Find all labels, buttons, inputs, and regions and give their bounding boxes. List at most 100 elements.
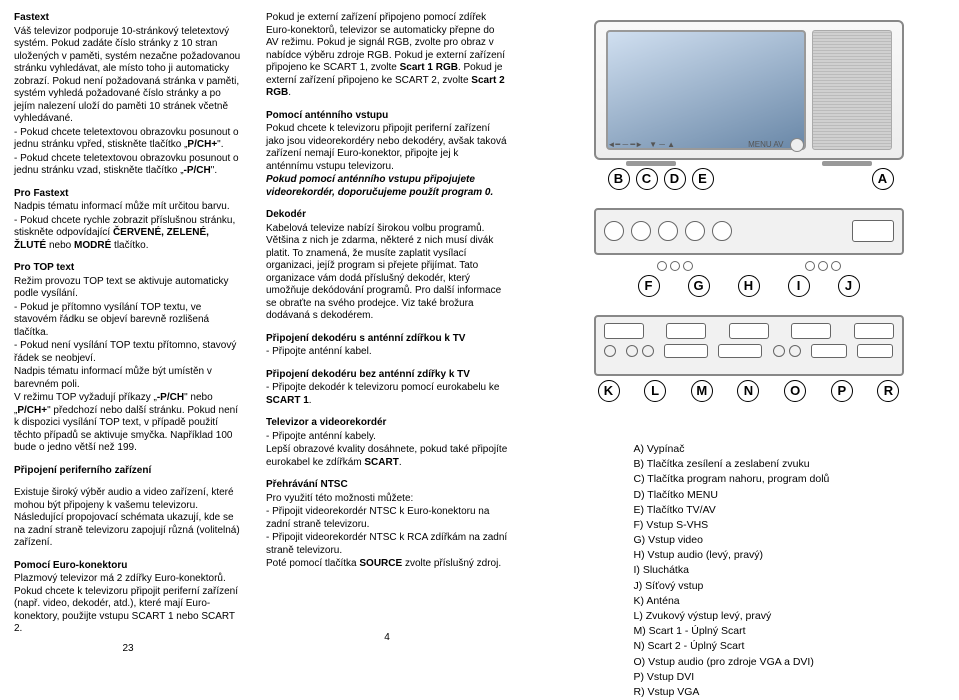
- label-circle: L: [644, 380, 666, 402]
- label-row-top: B C D E A: [594, 168, 904, 190]
- port-sublabels: [594, 261, 904, 271]
- port-icon: [631, 221, 651, 241]
- text: .: [309, 395, 312, 406]
- tv-screen: [606, 30, 806, 150]
- heading: Připojení periferního zařízení: [14, 465, 242, 478]
- label-circle: F: [638, 275, 660, 297]
- label-circle: P: [831, 380, 853, 402]
- side-ports-figure: [594, 208, 904, 255]
- paragraph: Nadpis tématu informací může být umístěn…: [14, 366, 242, 391]
- text-bold: P/CH+: [187, 139, 217, 150]
- paragraph: Lepší obrazové kvality dosáhnete, pokud …: [266, 444, 508, 469]
- label-circle: M: [691, 380, 713, 402]
- legend-item: O) Vstup audio (pro zdroje VGA a DVI): [634, 655, 904, 669]
- label-circle: N: [737, 380, 759, 402]
- label-circle: D: [664, 168, 686, 190]
- tv-front-figure: ◄━ ─ ━►▼ ─ ▲ MENU AV: [594, 20, 904, 160]
- port-icon: [604, 221, 624, 241]
- paragraph: Váš televizor podporuje 10-stránkový tel…: [14, 26, 242, 126]
- heading: Pro TOP text: [14, 262, 242, 275]
- text: .: [399, 457, 402, 468]
- paragraph: - Připojit videorekordér NTSC k RCA zdíř…: [266, 532, 508, 557]
- paragraph: - Pokud je přítomno vysílání TOP textu, …: [14, 302, 242, 340]
- text: - Připojte dekodér k televizoru pomocí e…: [266, 382, 499, 393]
- paragraph: - Připojte anténní kabely.: [266, 431, 508, 444]
- legend-item: G) Vstup video: [634, 533, 904, 547]
- tv-control-row: ◄━ ─ ━►▼ ─ ▲ MENU AV: [608, 136, 804, 154]
- text-bold: -P/CH: [184, 165, 211, 176]
- label-circle: B: [608, 168, 630, 190]
- text-bold: SOURCE: [359, 558, 402, 569]
- label-row-bottom: K L M N O P R: [594, 380, 904, 402]
- slot-icon: [666, 323, 706, 339]
- slot-icon: [729, 323, 769, 339]
- heading: Dekodér: [266, 209, 508, 222]
- rear-ports-figure: [594, 315, 904, 376]
- legend-item: A) Vypínač: [634, 442, 904, 456]
- paragraph: - Připojte dekodér k televizoru pomocí e…: [266, 382, 508, 407]
- heading: Pro Fastext: [14, 188, 242, 201]
- label-circle: J: [838, 275, 860, 297]
- paragraph: - Pokud chcete teletextovou obrazovku po…: [14, 153, 242, 178]
- legend-item: N) Scart 2 - Úplný Scart: [634, 639, 904, 653]
- paragraph: Režim provozu TOP text se aktivuje autom…: [14, 276, 242, 301]
- legend-list: A) Vypínač B) Tlačítka zesílení a zeslab…: [594, 442, 904, 700]
- antenna-port-icon: [604, 345, 616, 357]
- legend-item: D) Tlačítko MENU: [634, 488, 904, 502]
- paragraph: V režimu TOP vyžadují příkazy „-P/CH" ne…: [14, 392, 242, 455]
- paragraph: - Připojit videorekordér NTSC k Euro-kon…: [266, 506, 508, 531]
- text: Poté pomocí tlačítka: [266, 558, 359, 569]
- port-icon: [712, 221, 732, 241]
- text: .: [288, 87, 291, 98]
- legend-item: L) Zvukový výstup levý, pravý: [634, 609, 904, 623]
- legend-item: M) Scart 1 - Úplný Scart: [634, 624, 904, 638]
- left-text-column: Fastext Váš televizor podporuje 10-strán…: [0, 0, 252, 700]
- text: tlačítko.: [111, 240, 148, 251]
- paragraph: - Připojte anténní kabel.: [266, 346, 508, 359]
- page-number: 23: [14, 637, 242, 656]
- paragraph: Pokud chcete k televizoru připojit perif…: [266, 123, 508, 173]
- text: " předchozí nebo další stránku. Pokud ne…: [14, 405, 238, 454]
- legend-item: H) Vstup audio (levý, pravý): [634, 548, 904, 562]
- text-bold: MODRÉ: [74, 240, 111, 251]
- text-bold: -P/CH: [157, 392, 184, 403]
- text: zvolte příslušný zdroj.: [402, 558, 501, 569]
- paragraph: Pro využití této možnosti můžete:: [266, 493, 508, 506]
- scart-icon: [664, 344, 708, 358]
- label-circle: I: [788, 275, 810, 297]
- text: nebo: [46, 240, 74, 251]
- text: ".: [211, 165, 217, 176]
- scart-icon: [718, 344, 762, 358]
- label-circle: H: [738, 275, 760, 297]
- port-icon: [658, 221, 678, 241]
- heading: Pomocí Euro-konektoru: [14, 560, 242, 573]
- paragraph: Poté pomocí tlačítka SOURCE zvolte přísl…: [266, 558, 508, 571]
- heading: Fastext: [14, 12, 242, 25]
- legend-item: E) Tlačítko TV/AV: [634, 503, 904, 517]
- legend-item: C) Tlačítka program nahoru, program dolů: [634, 472, 904, 486]
- paragraph: Nadpis tématu informací může mít určitou…: [14, 201, 242, 214]
- legend-item: F) Vstup S-VHS: [634, 518, 904, 532]
- heading: Televizor a videorekordér: [266, 417, 508, 430]
- heading: Přehrávání NTSC: [266, 479, 508, 492]
- tv-foot: [626, 161, 676, 166]
- legend-item: J) Síťový vstup: [634, 579, 904, 593]
- paragraph: Existuje široký výběr audio a video zaří…: [14, 487, 242, 550]
- legend-item: B) Tlačítka zesílení a zeslabení zvuku: [634, 457, 904, 471]
- paragraph: - Pokud chcete teletextovou obrazovku po…: [14, 127, 242, 152]
- heading: Pomocí anténního vstupu: [266, 110, 508, 123]
- slot-icon: [604, 323, 644, 339]
- text-bold: SCART 1: [266, 395, 309, 406]
- power-knob-icon: [790, 138, 804, 152]
- page-number: 4: [266, 572, 508, 645]
- label-circle: O: [784, 380, 806, 402]
- label-row-mid: F G H I J: [594, 275, 904, 297]
- tv-menu-text: MENU AV: [681, 140, 783, 150]
- paragraph: Pokud je externí zařízení připojeno pomo…: [266, 12, 508, 100]
- text-bold: P/CH+: [17, 405, 47, 416]
- paragraph: - Pokud chcete rychle zobrazit příslušno…: [14, 215, 242, 253]
- label-circle: R: [877, 380, 899, 402]
- slot-icon: [791, 323, 831, 339]
- text-bold: Scart 1 RGB: [400, 62, 458, 73]
- text: ".: [217, 139, 223, 150]
